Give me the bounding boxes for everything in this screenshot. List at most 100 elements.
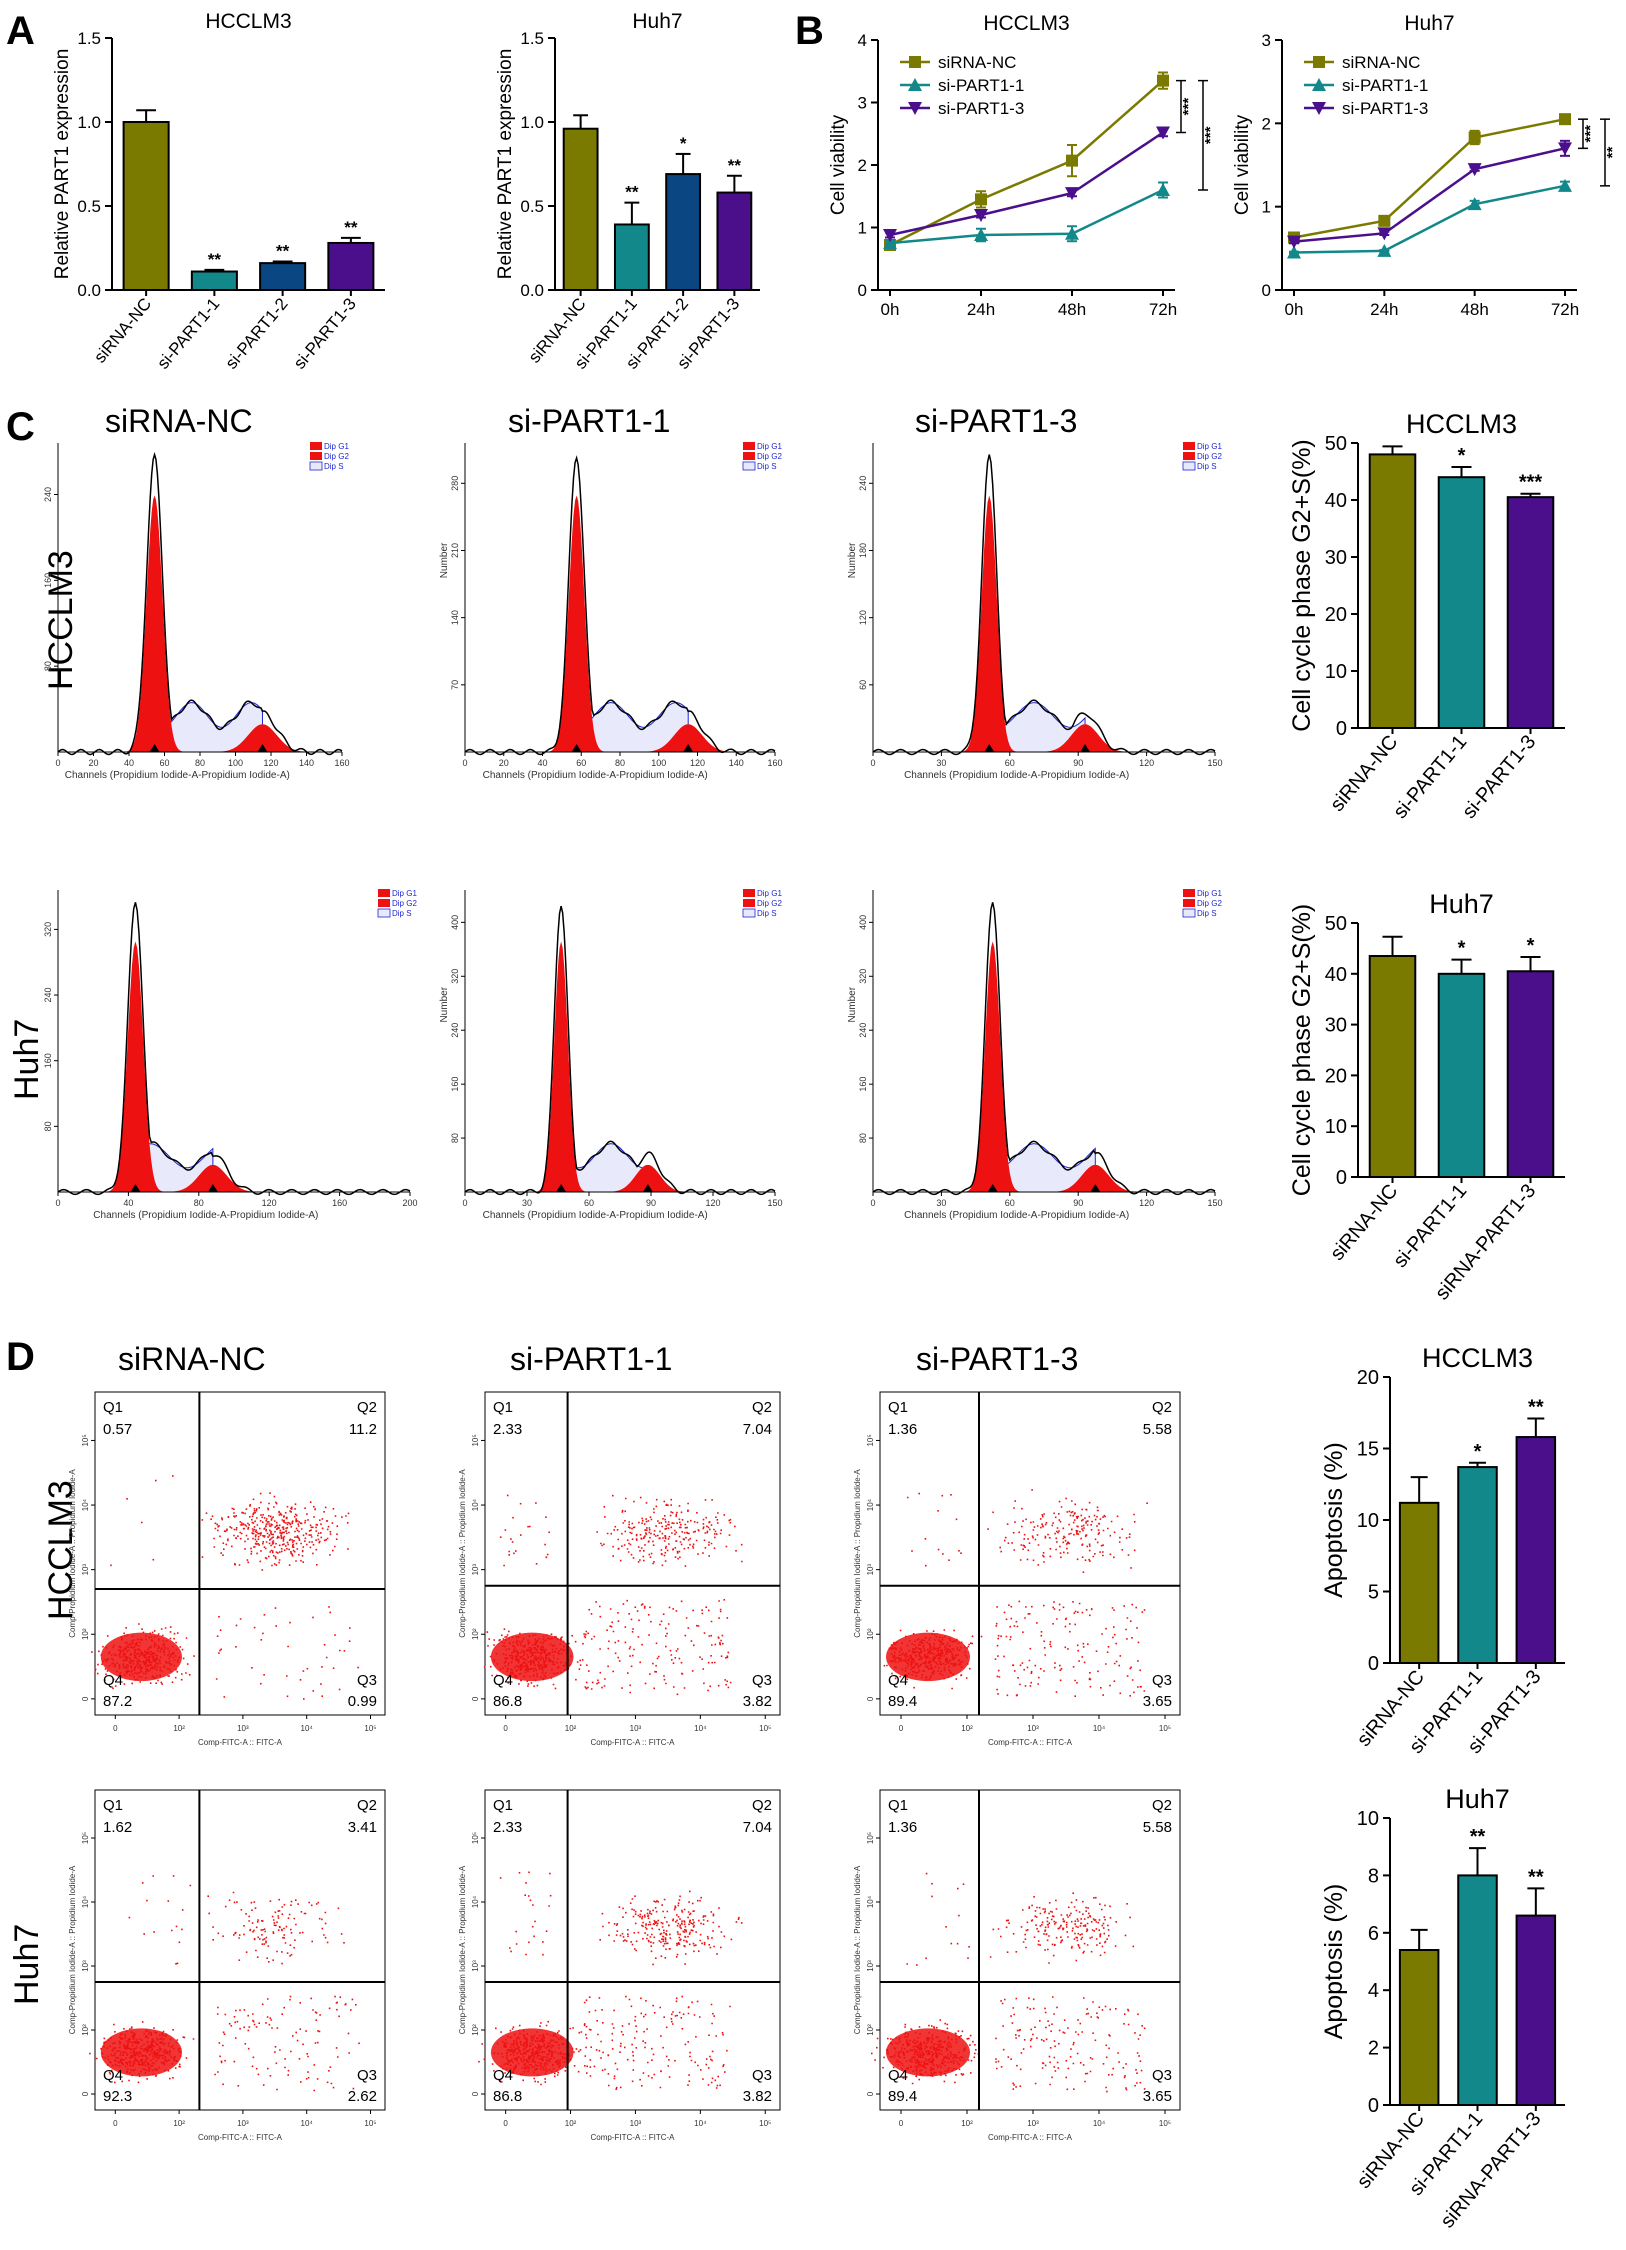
- x-tick-label: 0h: [1285, 300, 1304, 319]
- x-tick-label: 0: [113, 1724, 118, 1733]
- x-tick-label: 60: [1005, 758, 1015, 768]
- q1-label: Q1: [888, 1399, 908, 1416]
- chart-title: HCCLM3: [205, 10, 291, 33]
- q4-value: 89.4: [888, 1693, 917, 1710]
- y-tick-label: 10: [1357, 1510, 1379, 1532]
- significance-mark: **: [1470, 1826, 1486, 1848]
- y-tick-label: 10²: [81, 1628, 90, 1640]
- event-dots: [883, 1489, 1148, 1697]
- histogram-outline: [57, 902, 411, 1196]
- legend-swatch: [378, 899, 390, 907]
- s-phase-area: [154, 702, 263, 753]
- legend-label: Dip S: [392, 909, 412, 918]
- legend-label: si-PART1-1: [1342, 76, 1428, 95]
- significance-mark: ***: [1582, 125, 1599, 143]
- q1-value: 0.57: [103, 1421, 132, 1438]
- histogram-outline: [57, 451, 343, 756]
- q3-value: 3.65: [1143, 2088, 1172, 2105]
- data-point: [974, 209, 988, 222]
- y-tick-label: 0: [858, 281, 867, 300]
- data-point: [1156, 126, 1170, 140]
- legend-swatch: [309, 461, 323, 471]
- x-tick-label: 80: [615, 758, 625, 768]
- data-point: [1065, 187, 1079, 201]
- c-header-si-PART1-3: si-PART1-3: [915, 403, 1077, 439]
- legend-swatch: [378, 889, 390, 897]
- y-tick-label: 0: [81, 2091, 90, 2096]
- y-tick-label: 10²: [866, 1628, 875, 1640]
- bar: [1457, 1466, 1498, 1664]
- y-tick-label: 320: [43, 922, 53, 937]
- significance-mark: **: [1528, 1866, 1544, 1888]
- legend-swatch: [743, 442, 755, 450]
- bar: [1437, 476, 1486, 730]
- x-tick-label: 10⁵: [364, 1724, 376, 1733]
- y-tick-label: 20: [1325, 604, 1347, 626]
- y-tick-label: 240: [450, 1023, 460, 1038]
- bar: [190, 270, 238, 291]
- y-tick-label: 8: [1368, 1865, 1379, 1887]
- q3-label: Q3: [752, 1672, 772, 1689]
- legend-swatch: [1183, 899, 1195, 907]
- legend-swatch: [310, 452, 322, 460]
- x-tick-label: 60: [159, 758, 169, 768]
- x-tick-label: 10⁴: [1093, 1724, 1106, 1733]
- y-tick-label: 2: [1262, 114, 1271, 133]
- y-tick-label: 1.5: [77, 29, 101, 48]
- g1-marker: [571, 744, 582, 752]
- chart-title: Huh7: [1429, 889, 1494, 919]
- x-tick-label: 40: [537, 758, 547, 768]
- legend-label: Dip G2: [757, 899, 782, 908]
- data-point: [975, 193, 987, 206]
- q1-label: Q1: [493, 1797, 513, 1814]
- dna-histogram: 0 30 60 90 120 150 Channels (Propidium Iodide-…: [847, 442, 1223, 781]
- y-tick-label: 4: [1368, 1980, 1379, 2002]
- panel-label-d: D: [6, 1335, 35, 1379]
- y-tick-label: 50: [1325, 433, 1347, 455]
- y-tick-label: 15: [1357, 1439, 1379, 1461]
- q2-label: Q2: [1152, 1797, 1172, 1814]
- g2-peak: [58, 724, 342, 752]
- x-tick-label: 60: [1005, 1198, 1015, 1208]
- y-tick-label: 10²: [81, 2024, 90, 2036]
- y-tick-label: 0: [1368, 2095, 1379, 2117]
- x-tick-label: 10⁴: [694, 2119, 707, 2128]
- data-point: [974, 228, 988, 241]
- q4-value: 92.3: [103, 2088, 132, 2105]
- event-dots: [483, 1494, 743, 1696]
- y-tick-label: 80: [43, 661, 53, 671]
- chart-title: Huh7: [1404, 12, 1454, 35]
- y-tick-label: 0: [1336, 718, 1347, 740]
- c-row-label-huh7: Huh7: [8, 1019, 46, 1100]
- x-tick-label: 40: [124, 758, 134, 768]
- y-tick-label: 120: [858, 610, 868, 625]
- x-tick-label: 80: [195, 758, 205, 768]
- q2-value: 5.58: [1143, 1421, 1172, 1438]
- y-tick-label: 240: [858, 1023, 868, 1038]
- y-tick-label: 4: [858, 31, 867, 50]
- x-tick-label: 10³: [237, 1724, 249, 1733]
- q2-label: Q2: [1152, 1399, 1172, 1416]
- y-tick-label: 60: [858, 680, 868, 690]
- q2-value: 7.04: [743, 1421, 772, 1438]
- chart-title: HCCLM3: [1406, 409, 1517, 439]
- y-tick-label: 320: [858, 969, 868, 984]
- x-tick-label: 20: [88, 758, 98, 768]
- q4-value: 86.8: [493, 2088, 522, 2105]
- dna-histogram: 0 20 40 60 80 100 120 140 160 Channels (Propidium…: [439, 442, 783, 781]
- legend-swatch: [742, 908, 756, 918]
- x-tick-label: 10⁵: [364, 2119, 376, 2128]
- q3-value: 0.99: [348, 1693, 377, 1710]
- significance-mark: *: [1458, 445, 1466, 467]
- legend-label: siRNA-NC: [938, 53, 1016, 72]
- x-axis-label: Channels (Propidium Iodide-A-Propidium I…: [904, 770, 1129, 781]
- legend-label: Dip G1: [324, 442, 349, 451]
- c-header-si-PART1-1: si-PART1-1: [508, 403, 670, 439]
- bar: [562, 127, 599, 291]
- y-tick-label: 10²: [471, 1628, 480, 1640]
- y-tick-label: 0.0: [77, 281, 101, 300]
- y-tick-label: 10⁵: [81, 1434, 90, 1446]
